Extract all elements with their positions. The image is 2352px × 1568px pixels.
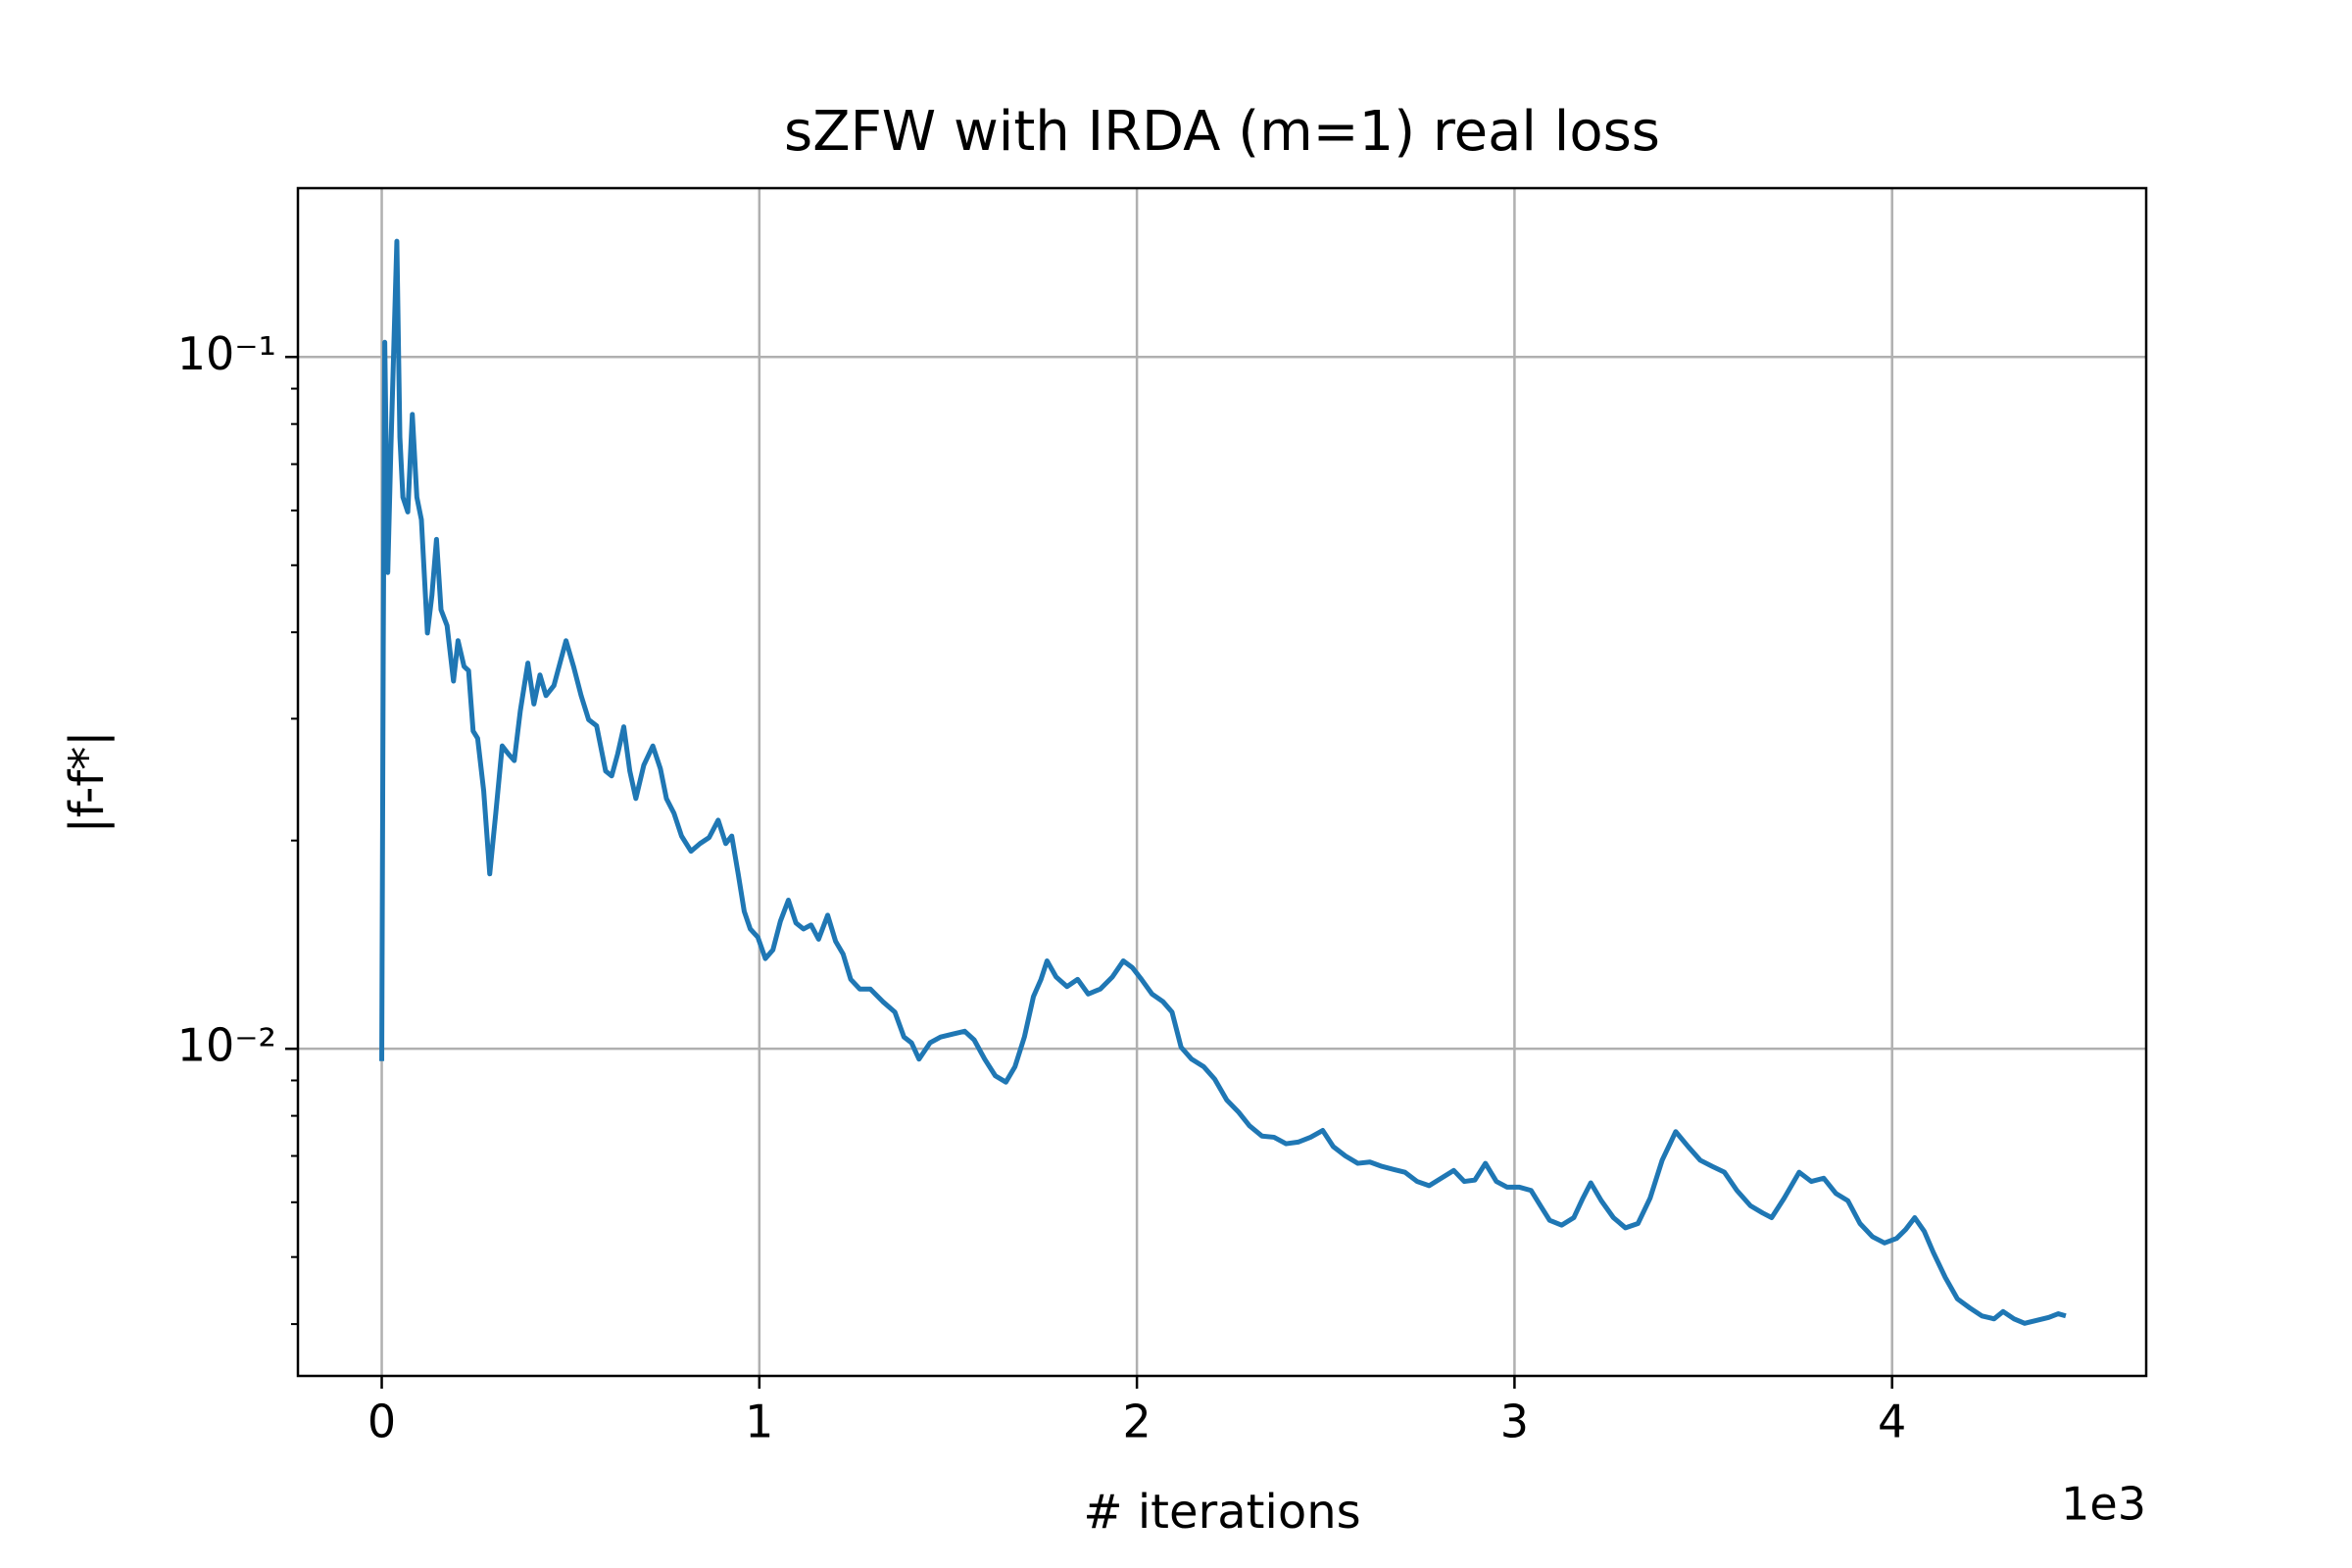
x-axis-label: # iterations [1083,1485,1360,1540]
y-axis-label: |f-f*| [60,731,115,834]
x-tick-label: 0 [368,1396,396,1448]
x-offset-label: 1e3 [2061,1478,2146,1531]
chart-title: sZFW with IRDA (m=1) real loss [784,100,1660,164]
x-tick-label: 4 [1878,1396,1906,1448]
y-tick-label: 10⁻² [177,1019,276,1072]
x-tick-label: 2 [1122,1396,1151,1448]
plot-frame [296,186,2148,1378]
x-tick-label: 3 [1500,1396,1529,1448]
y-tick-label: 10⁻¹ [177,327,276,380]
data-line [379,238,2067,1326]
x-tick-label: 1 [745,1396,773,1448]
